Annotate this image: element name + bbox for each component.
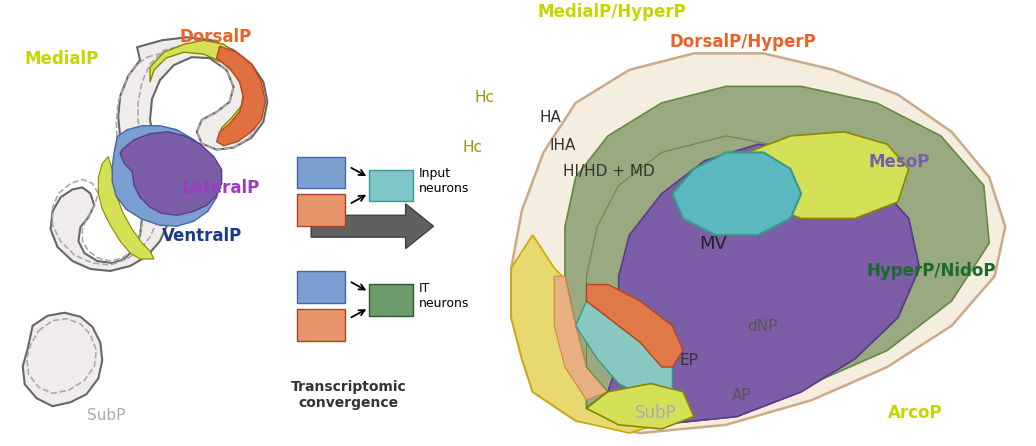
Polygon shape: [554, 276, 608, 400]
Text: MesoP: MesoP: [868, 153, 929, 170]
FancyArrow shape: [311, 204, 433, 248]
Text: dNP: dNP: [747, 318, 777, 334]
Text: MV: MV: [699, 235, 727, 253]
Polygon shape: [586, 384, 694, 429]
Text: Transcriptomic
convergence: Transcriptomic convergence: [291, 380, 407, 410]
Text: HyperP/NidoP: HyperP/NidoP: [866, 262, 996, 280]
Bar: [297, 194, 345, 226]
Polygon shape: [576, 301, 672, 400]
Polygon shape: [511, 235, 672, 433]
Polygon shape: [150, 40, 261, 142]
Text: Hc: Hc: [462, 140, 483, 155]
Text: LateralP: LateralP: [182, 179, 260, 198]
Bar: [369, 284, 412, 316]
Text: MedialP: MedialP: [25, 50, 99, 68]
Text: DorsalP/HyperP: DorsalP/HyperP: [669, 33, 816, 51]
Text: HA: HA: [540, 110, 562, 125]
Bar: [369, 169, 412, 201]
Polygon shape: [51, 37, 267, 271]
Polygon shape: [98, 157, 154, 259]
Bar: [297, 157, 345, 188]
Polygon shape: [565, 87, 989, 417]
Text: IT
neurons: IT neurons: [419, 282, 469, 310]
Text: MedialP/HyperP: MedialP/HyperP: [538, 4, 687, 21]
Text: EP: EP: [680, 353, 698, 368]
Text: VentralP: VentralP: [162, 227, 242, 245]
Text: HI/HD + MD: HI/HD + MD: [563, 165, 655, 179]
Polygon shape: [511, 54, 1005, 433]
Polygon shape: [586, 285, 683, 367]
Polygon shape: [586, 144, 919, 425]
Polygon shape: [586, 144, 919, 425]
Polygon shape: [23, 313, 103, 406]
Text: ArcoP: ArcoP: [888, 404, 943, 422]
Text: AP: AP: [731, 388, 751, 403]
Text: Hc: Hc: [474, 90, 494, 105]
Polygon shape: [217, 46, 265, 146]
Text: IHA: IHA: [550, 138, 576, 153]
Polygon shape: [630, 177, 866, 392]
Polygon shape: [672, 153, 801, 235]
Polygon shape: [120, 132, 222, 215]
Bar: [297, 271, 345, 303]
Polygon shape: [586, 136, 898, 417]
Text: SubP: SubP: [635, 404, 677, 422]
Polygon shape: [737, 132, 909, 219]
Bar: [297, 309, 345, 341]
Text: Input
neurons: Input neurons: [419, 167, 469, 195]
Text: SubP: SubP: [87, 408, 125, 423]
Text: DorsalP: DorsalP: [180, 28, 252, 46]
Polygon shape: [112, 126, 220, 226]
